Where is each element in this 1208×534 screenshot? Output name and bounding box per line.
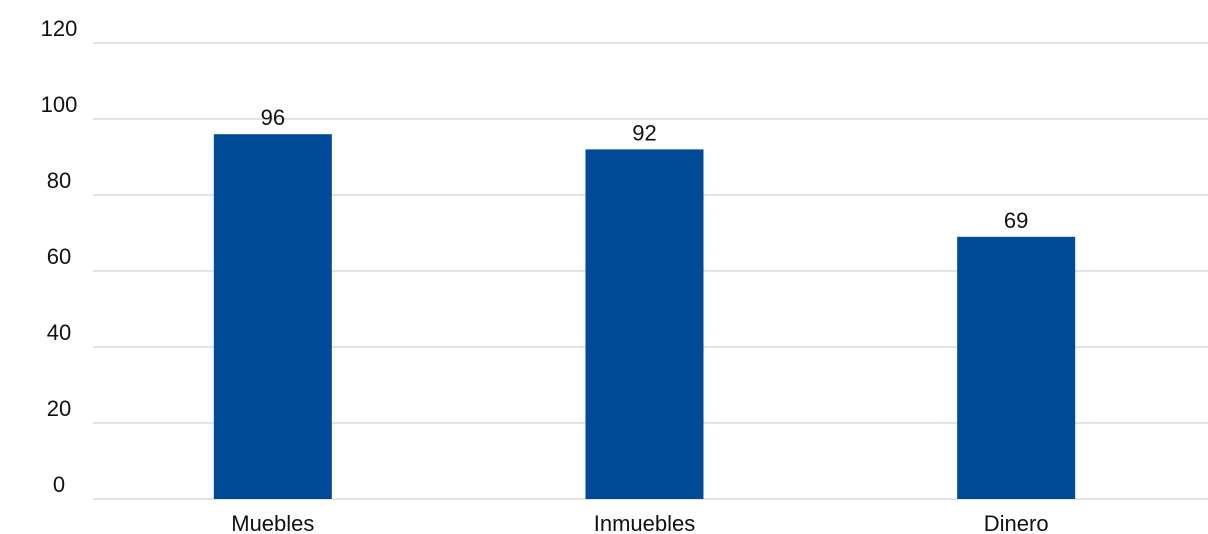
data-label-dinero: 69 bbox=[1004, 208, 1028, 233]
data-label-muebles: 96 bbox=[261, 105, 285, 130]
y-tick-label: 20 bbox=[47, 396, 71, 421]
y-tick-label: 0 bbox=[53, 472, 65, 497]
y-axis-tick-labels: 0 20 40 60 80 100 120 bbox=[41, 16, 78, 497]
y-tick-label: 120 bbox=[41, 16, 78, 41]
y-tick-label: 80 bbox=[47, 168, 71, 193]
bar-dinero bbox=[957, 236, 1076, 500]
y-tick-label: 60 bbox=[47, 244, 71, 269]
x-tick-label-dinero: Dinero bbox=[984, 511, 1049, 534]
data-labels: 96 92 69 bbox=[261, 105, 1029, 233]
x-tick-label-muebles: Muebles bbox=[231, 511, 314, 534]
bars bbox=[213, 134, 1076, 500]
x-axis-category-labels: Muebles Inmuebles Dinero bbox=[231, 511, 1048, 534]
bar-inmuebles bbox=[585, 149, 704, 499]
y-tick-label: 40 bbox=[47, 320, 71, 345]
y-tick-label: 100 bbox=[41, 92, 78, 117]
bar-muebles bbox=[213, 134, 332, 499]
x-tick-label-inmuebles: Inmuebles bbox=[594, 511, 696, 534]
data-label-inmuebles: 92 bbox=[632, 120, 656, 145]
